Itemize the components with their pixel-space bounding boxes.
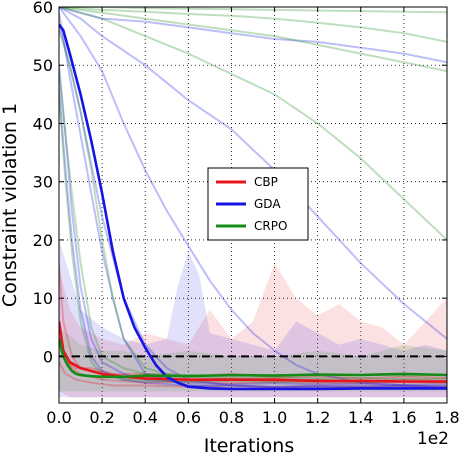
- mean-line-crpo: [59, 338, 447, 379]
- y-tick-label: 60: [33, 0, 53, 17]
- y-tick-label: 40: [33, 114, 53, 133]
- y-tick-label: 30: [33, 173, 53, 192]
- y-tick-label: 0: [43, 347, 53, 366]
- legend-label-crpo: CRPO: [254, 219, 287, 233]
- band-gda: [59, 239, 447, 398]
- legend-label-gda: GDA: [254, 197, 281, 211]
- mean-line-cbp: [59, 321, 447, 383]
- run-line-crpo: [59, 7, 447, 43]
- ticks: 0.0 0.2 0.4 0.6 0.8 1.0 1.2 1.4 1.6 1.8 0 10 20 30 40 5…: [33, 0, 460, 427]
- x-tick-label: 1.0: [262, 408, 287, 427]
- series-marks: [59, 7, 447, 398]
- mean-line-gda: [59, 23, 447, 391]
- x-tick-label: 1.8: [434, 408, 459, 427]
- run-line-gda: [59, 24, 447, 389]
- run-line-crpo: [59, 7, 447, 73]
- x-tick-label: 0.4: [132, 408, 157, 427]
- run-line-gda: [59, 7, 447, 390]
- x-tick-label: 1.4: [348, 408, 373, 427]
- run-line-crpo: [59, 30, 447, 381]
- run-line-cbp: [59, 332, 447, 385]
- x-offset-text: 1e2: [417, 429, 449, 449]
- y-tick-label: 20: [33, 231, 53, 250]
- y-tick-label: 50: [33, 56, 53, 75]
- x-tick-label: 0.0: [46, 408, 71, 427]
- x-tick-label: 0.8: [219, 408, 244, 427]
- legend-label-cbp: CBP: [254, 175, 278, 189]
- x-tick-label: 1.6: [391, 408, 416, 427]
- legend: CBP GDA CRPO: [207, 167, 309, 241]
- x-tick-label: 0.6: [176, 408, 201, 427]
- run-line-gda: [59, 88, 447, 388]
- axes-frame: [58, 6, 448, 404]
- run-line-gda: [59, 7, 447, 340]
- run-line-gda: [59, 7, 447, 64]
- plot-area: 0.0 0.2 0.4 0.6 0.8 1.0 1.2 1.4 1.6 1.8 0 10 20 30 40 5…: [33, 0, 460, 427]
- x-tick-label: 1.2: [305, 408, 330, 427]
- x-axis-label: Iterations: [204, 435, 295, 456]
- y-tick-label: 10: [33, 289, 53, 308]
- run-line-crpo: [59, 7, 447, 241]
- x-tick-label: 0.2: [89, 408, 114, 427]
- run-line-crpo: [59, 7, 447, 14]
- y-axis-label: Constraint violation 1: [0, 103, 21, 307]
